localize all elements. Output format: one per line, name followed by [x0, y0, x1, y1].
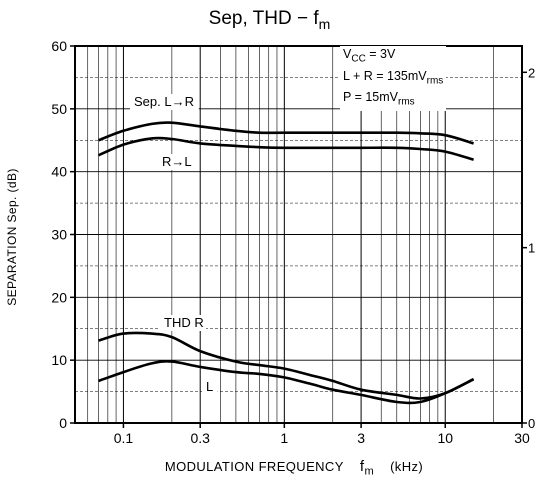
condition-l-plus-r: L + R = 135mVrms: [343, 68, 444, 87]
y-axis-label: SEPARATION Sep. (dB): [5, 168, 19, 306]
x-tick-label: 3: [357, 430, 365, 446]
y-tick-label: 60: [51, 38, 67, 54]
series-group: [97, 121, 475, 405]
series-label-background: [130, 94, 199, 110]
y-tick-label: 0: [59, 415, 67, 431]
y-tick-label: 50: [51, 101, 67, 117]
x-tick-label: 0.1: [114, 430, 134, 446]
y-tick-label: 40: [51, 164, 67, 180]
conditions-annotation: VCC = 3V L + R = 135mVrms P = 15mVrms: [340, 46, 447, 111]
y2-tick-label: 1: [528, 241, 535, 256]
condition-p: P = 15mVrms: [343, 90, 415, 108]
y2-tick-label: 0: [528, 416, 535, 431]
series-line-r-l: [97, 136, 474, 161]
series-label: THD R: [164, 315, 204, 330]
series-labels: Sep. L→R R→L THD R L: [130, 94, 218, 395]
y-tick-label: 20: [51, 289, 67, 305]
y2-tick-label: 2: [528, 65, 535, 80]
series-label-background: [158, 154, 189, 170]
series-label: R→L: [162, 154, 192, 169]
series-line-sep-l-r: [98, 121, 474, 145]
x-axis-label: MODULATION FREQUENCY fm (kHz): [164, 458, 424, 478]
x-tick-label: 10: [437, 430, 453, 446]
series-line-thd-r: [98, 331, 475, 400]
condition-vcc: VCC = 3V: [343, 47, 396, 65]
x-tick-label: 0.3: [190, 430, 210, 446]
series-label: Sep. L→R: [134, 94, 194, 109]
chart-title: Sep, THD − fm: [208, 8, 331, 32]
tick-labels: 0 10 20 30 40 50 60 0 1 2 0.1 0.3 1 3 10 30: [51, 38, 535, 446]
x-tick-label: 30: [514, 430, 530, 446]
series-label-background: [202, 379, 218, 395]
series-label: L: [206, 379, 213, 394]
series-line-l: [98, 360, 475, 405]
series-label-background: [160, 315, 206, 331]
y-tick-label: 10: [51, 352, 67, 368]
x-tick-label: 1: [280, 430, 288, 446]
plot-frame: [74, 45, 523, 424]
y-tick-label: 30: [51, 227, 67, 243]
